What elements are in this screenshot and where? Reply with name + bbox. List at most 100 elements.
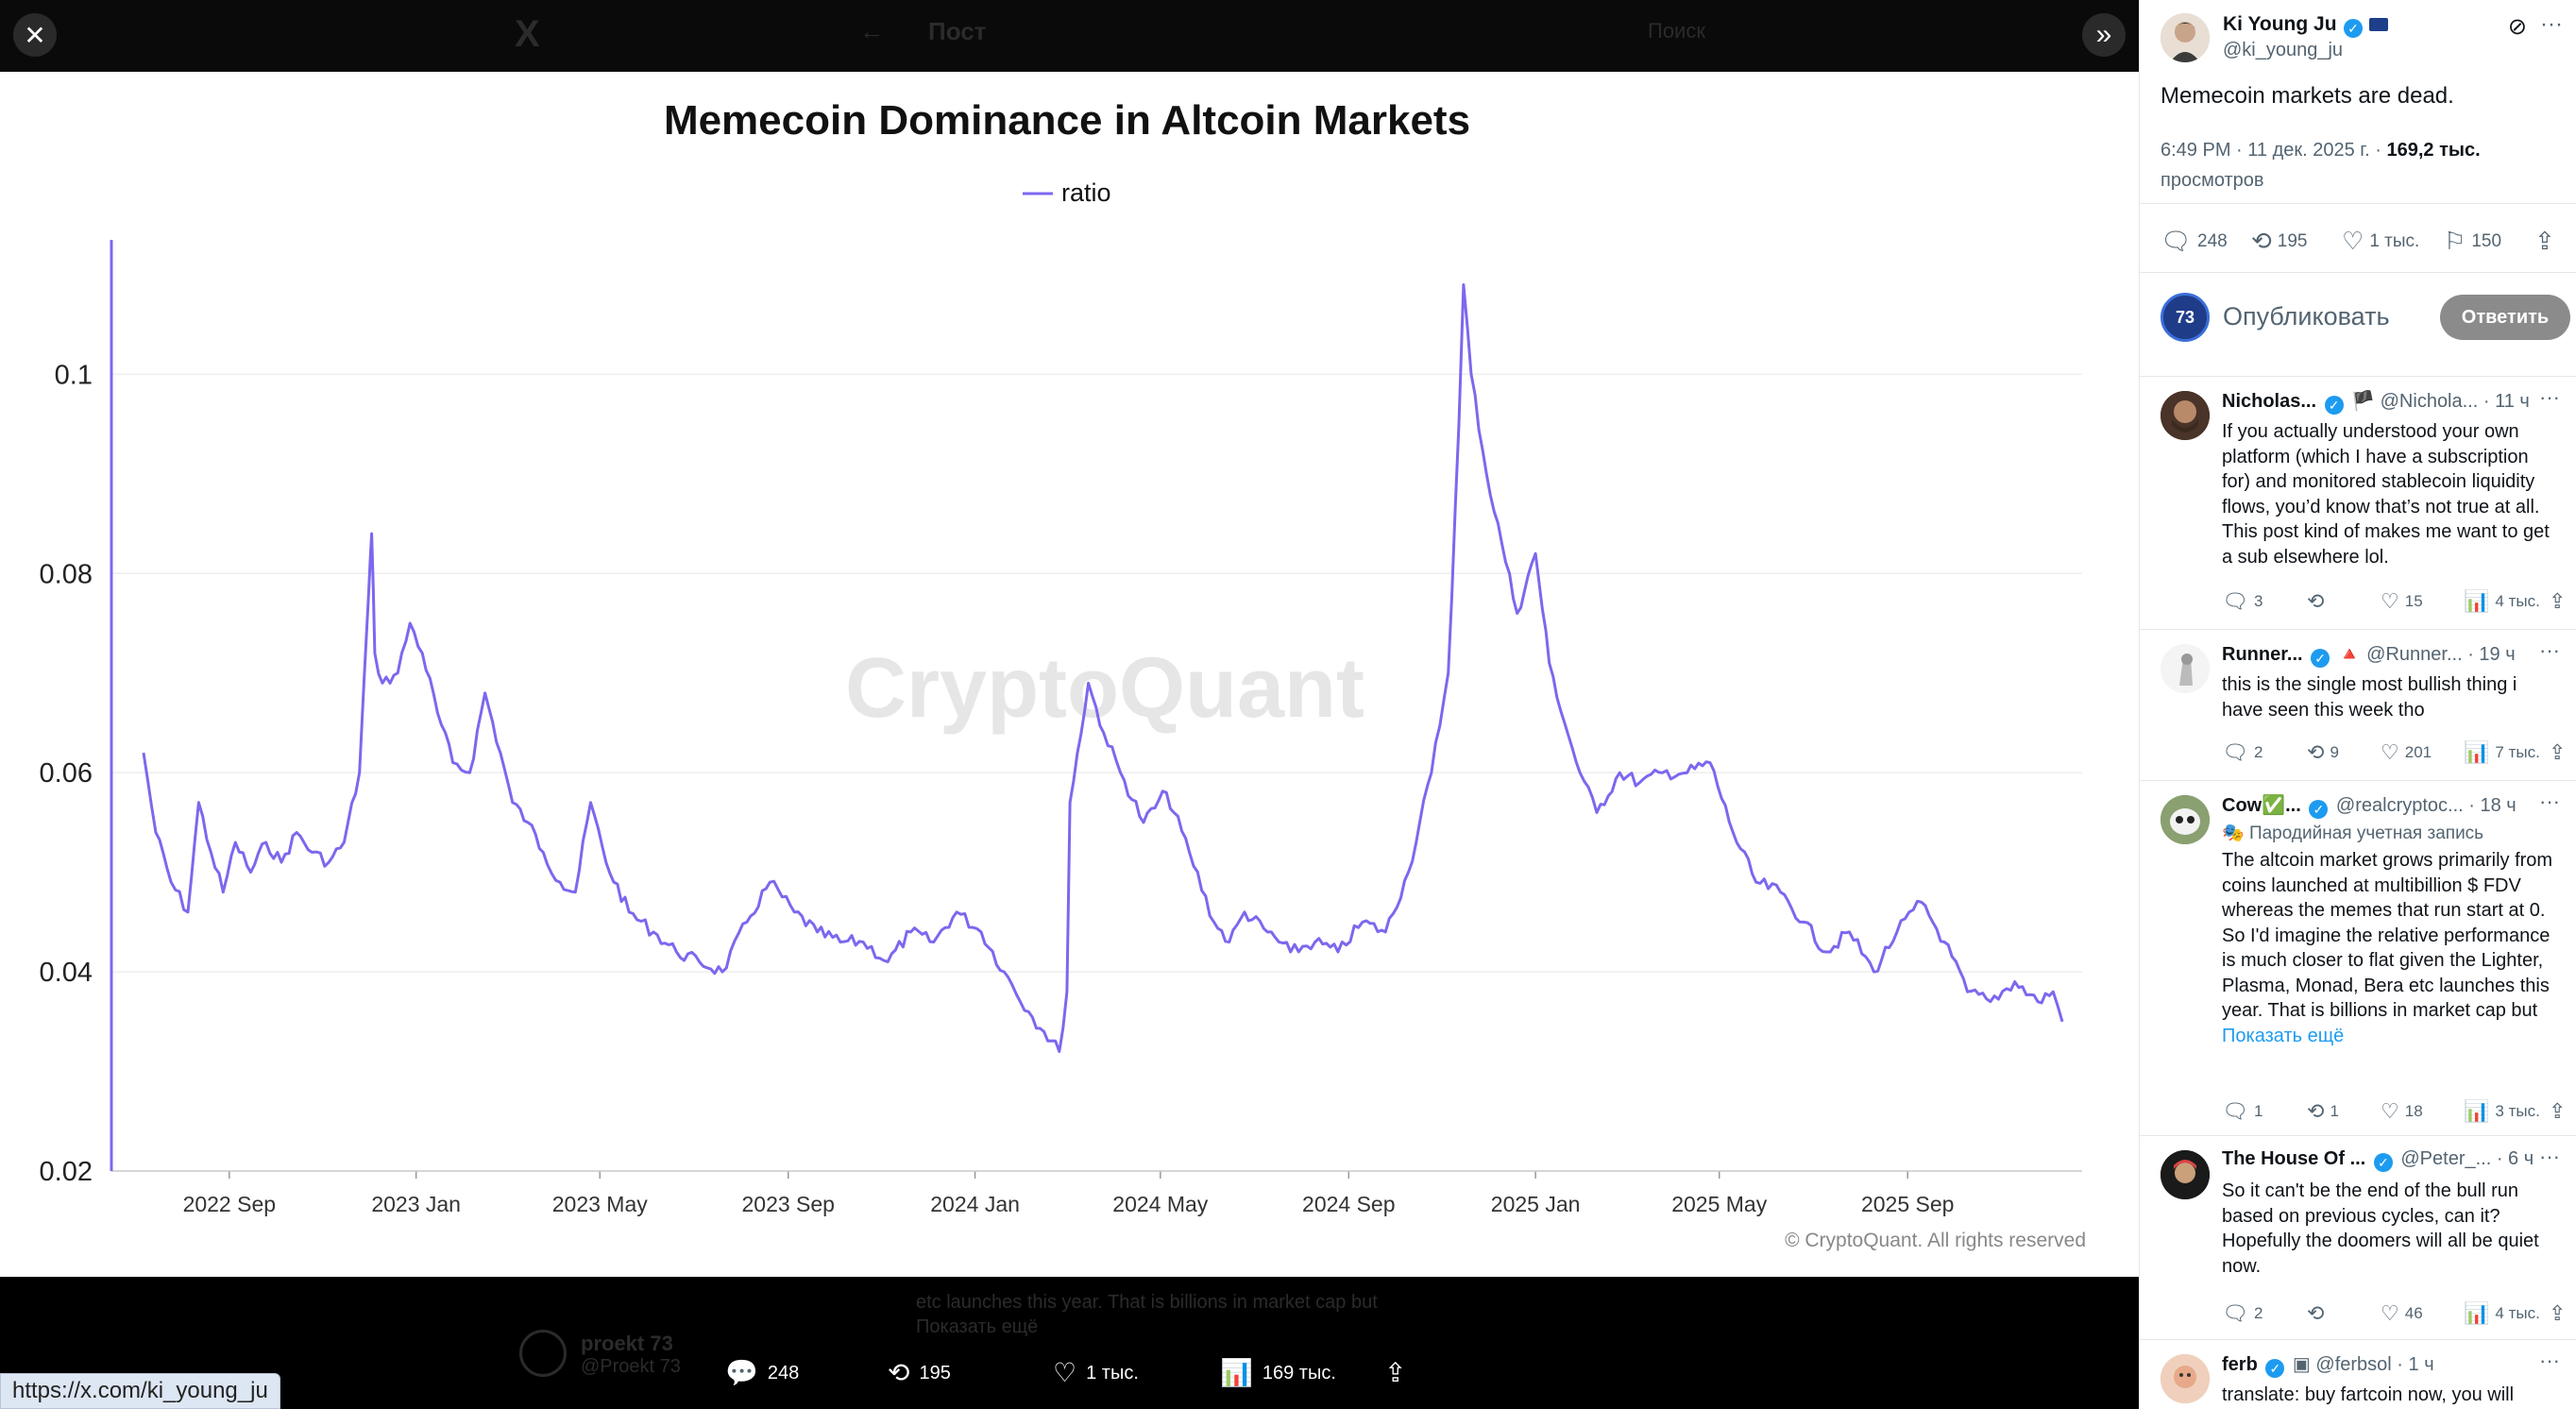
grok-icon[interactable]: ⊘ [2507, 14, 2527, 40]
reply-reposts[interactable]: ⟲ 1 [2307, 1099, 2339, 1124]
y-axis-ticks: 0.02 0.04 0.06 0.08 0.1 [40, 360, 93, 1187]
reply-input[interactable]: Опубликовать [2223, 302, 2390, 331]
reply-author-handle[interactable]: @Peter_... [2400, 1148, 2492, 1169]
reply-author-handle[interactable]: @ferbsol [2315, 1354, 2392, 1375]
reply-avatar[interactable] [2161, 795, 2210, 844]
reply-time[interactable]: · 11 ч [2483, 391, 2530, 412]
show-more-link[interactable]: Показать ещё [2222, 1025, 2345, 1046]
reply-author-name[interactable]: Cow✅... [2222, 795, 2301, 816]
reply-share[interactable]: ⇪ [2549, 589, 2566, 614]
verified-badge-icon: ✓ [2265, 1359, 2285, 1378]
reply-avatar[interactable] [2161, 644, 2210, 693]
views-chart-icon: 📊 [2464, 1099, 2490, 1123]
reply-share[interactable]: ⇪ [2549, 740, 2566, 765]
close-button[interactable]: ✕ [13, 13, 57, 57]
reply-item[interactable]: The House Of ... ✓ @Peter_... · 6 ч ··· … [2140, 1135, 2576, 1333]
reply-item[interactable]: Nicholas... ✓ 🏴 @Nichola... · 11 ч ··· I… [2140, 376, 2576, 629]
chart-image[interactable]: Memecoin Dominance in Altcoin Markets ra… [0, 72, 2139, 1277]
heart-icon: ♡ [2381, 1099, 2399, 1123]
reply-replies[interactable]: 🗨 1 [2222, 1099, 2262, 1124]
more-options-icon[interactable]: ··· [2539, 385, 2560, 409]
expand-sidebar-button[interactable]: » [2082, 13, 2126, 57]
reply-views[interactable]: 📊 4 тыс. [2464, 589, 2540, 614]
author-handle[interactable]: @ki_young_ju [2223, 40, 2344, 60]
x-tick-label: 2024 Jan [930, 1192, 1020, 1216]
reply-share[interactable]: ⇪ [2549, 1099, 2566, 1124]
reply-replies[interactable]: 🗨 3 [2222, 589, 2262, 614]
more-options-icon[interactable]: ··· [2540, 11, 2563, 37]
tweet-timestamp[interactable]: 6:49 PM · 11 дек. 2025 г. · [2161, 140, 2387, 161]
chart-svg: Memecoin Dominance in Altcoin Markets ra… [40, 97, 2086, 1251]
background-page-title: Пост [928, 17, 987, 45]
reply-reposts[interactable]: ⟲ 9 [2307, 740, 2339, 765]
reply-avatar[interactable] [2161, 1150, 2210, 1199]
divider [2140, 780, 2576, 781]
author-name[interactable]: Ki Young Ju [2223, 13, 2337, 35]
reply-header: Nicholas... ✓ 🏴 @Nichola... · 11 ч [2222, 389, 2571, 415]
y-tick-label: 0.08 [40, 559, 93, 589]
chart-grid [111, 373, 2082, 1172]
reply-reposts[interactable]: ⟲ [2307, 589, 2330, 614]
tweet-share[interactable]: ⇪ [2534, 227, 2555, 256]
reply-time[interactable]: · 18 ч [2468, 795, 2517, 816]
reply-views[interactable]: 📊 3 тыс. [2464, 1099, 2540, 1124]
reply-likes[interactable]: ♡ 15 [2381, 589, 2423, 614]
reply-action[interactable]: 💬 248 [725, 1360, 799, 1386]
like-action[interactable]: ♡ 1 тыс. [1053, 1360, 1139, 1386]
post-author[interactable]: Ki Young Ju ✓ @ki_young_ju ⊘ ··· [2161, 11, 2563, 70]
divider [2140, 376, 2576, 377]
reply-time[interactable]: · 19 ч [2467, 644, 2516, 665]
media-viewer: X ← Пост Поиск ✕ » Memecoin Dominance in… [0, 13, 2139, 1409]
tweet-likes[interactable]: ♡ 1 тыс. [2342, 227, 2419, 256]
author-avatar[interactable] [2161, 13, 2210, 62]
reply-item[interactable]: ferb ✓ ▣ @ferbsol · 1 ч ··· translate: b… [2140, 1339, 2576, 1409]
reply-item[interactable]: Cow✅... ✓ @realcryptoc... · 18 ч ··· 🎭 П… [2140, 780, 2576, 1135]
reply-author-handle[interactable]: @realcryptoc... [2335, 795, 2464, 816]
tweet-reposts[interactable]: ⟲ 195 [2251, 227, 2308, 256]
reply-author-handle[interactable]: @Runner... [2366, 644, 2463, 665]
reply-avatar[interactable] [2161, 391, 2210, 440]
share-action[interactable]: ⇪ [1384, 1360, 1406, 1386]
reply-author-name[interactable]: The House Of ... [2222, 1148, 2366, 1169]
reply-reposts-count: 1 [2330, 1102, 2339, 1120]
reply-time[interactable]: · 6 ч [2496, 1148, 2534, 1169]
heart-icon: ♡ [1053, 1358, 1077, 1387]
x-tick-label: 2023 Jan [371, 1192, 461, 1216]
reply-views[interactable]: 📊 4 тыс. [2464, 1301, 2540, 1326]
reply-likes[interactable]: ♡ 201 [2381, 740, 2432, 765]
tweet-replies-count: 248 [2197, 230, 2228, 251]
reply-replies-count: 3 [2253, 592, 2263, 610]
reply-views-count: 4 тыс. [2495, 1304, 2540, 1322]
reply-icon: 🗨 [2222, 1099, 2248, 1123]
reply-author-name[interactable]: ferb [2222, 1354, 2258, 1375]
reply-item[interactable]: Runner... ✓ 🔺 @Runner... · 19 ч ··· this… [2140, 629, 2576, 780]
share-icon: ⇪ [2534, 227, 2555, 255]
divider [2140, 272, 2576, 273]
reply-share[interactable]: ⇪ [2549, 1301, 2566, 1326]
reply-author-name[interactable]: Runner... [2222, 644, 2303, 665]
tweet-replies[interactable]: 🗨 248 [2161, 227, 2228, 256]
reply-views[interactable]: 📊 7 тыс. [2464, 740, 2540, 765]
user-avatar[interactable]: 73 [2161, 293, 2210, 342]
reply-likes[interactable]: ♡ 46 [2381, 1301, 2423, 1326]
views-chart-icon: 📊 [2464, 740, 2490, 764]
reply-replies[interactable]: 🗨 2 [2222, 1301, 2262, 1326]
tweet-bookmarks[interactable]: ⚐ 150 [2444, 227, 2501, 256]
reply-avatar-image [2161, 391, 2210, 440]
more-options-icon[interactable]: ··· [2539, 789, 2560, 813]
more-options-icon[interactable]: ··· [2539, 1349, 2560, 1372]
reply-reposts[interactable]: ⟲ [2307, 1301, 2330, 1326]
reply-author-handle[interactable]: @Nichola... [2380, 391, 2479, 412]
views-action[interactable]: 📊 169 тыс. [1220, 1360, 1336, 1386]
reply-time[interactable]: · 1 ч [2397, 1354, 2434, 1375]
reply-replies[interactable]: 🗨 2 [2222, 740, 2262, 765]
reply-author-name[interactable]: Nicholas... [2222, 391, 2317, 412]
more-options-icon[interactable]: ··· [2539, 638, 2560, 662]
share-icon: ⇪ [2549, 1099, 2567, 1123]
reply-avatar[interactable] [2161, 1354, 2210, 1403]
reply-icon: 🗨 [2222, 740, 2248, 764]
more-options-icon[interactable]: ··· [2539, 1145, 2560, 1168]
repost-action[interactable]: ⟲ 195 [888, 1360, 951, 1386]
reply-likes[interactable]: ♡ 18 [2381, 1099, 2423, 1124]
reply-button[interactable]: Ответить [2440, 295, 2570, 340]
